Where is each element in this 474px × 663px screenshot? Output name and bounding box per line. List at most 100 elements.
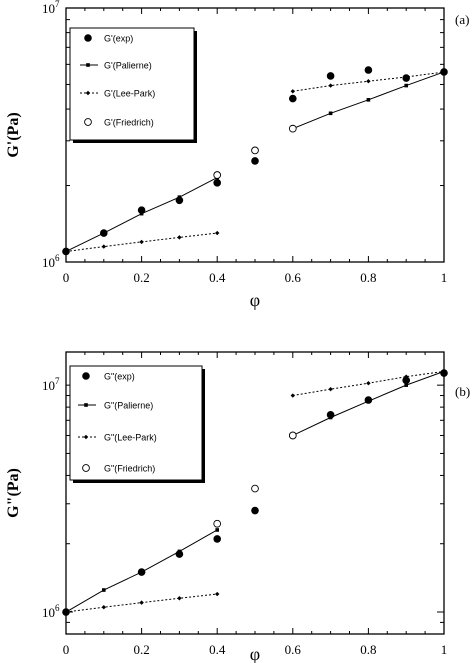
data-point [102,231,106,235]
x-tick-label: 1 [441,642,448,657]
series-2 [63,69,447,254]
data-point [85,90,91,96]
data-point [326,72,335,80]
data-point [251,146,259,155]
data-point [63,249,69,254]
y-tick-base: 10 [42,605,55,620]
data-point [328,111,333,116]
legend-entry: G'(Palierne) [104,61,152,71]
legend: G"(exp) G"(Palierne) G"(Lee-Park) G"(Friedr… [69,365,205,483]
data-point [177,596,182,601]
y-tick-base: 10 [42,1,55,16]
legend-entry: G'(exp) [104,34,133,44]
y-tick-exponent: 6 [55,253,60,263]
data-point [139,239,144,245]
data-point [290,393,295,398]
data-point [82,464,90,472]
data-point [441,69,447,75]
x-tick-label: 1 [441,270,448,285]
series-2 [63,369,447,615]
data-point [251,484,259,493]
data-point [215,528,219,532]
x-tick-label: 0.2 [133,642,149,657]
data-point [213,535,221,543]
data-point [102,588,106,592]
data-point [215,591,220,597]
data-point [139,600,144,605]
data-point [63,609,69,615]
x-tick-label: 0 [63,270,70,285]
data-point [177,235,182,240]
x-tick-label: 0.4 [209,642,226,657]
data-point [213,519,222,528]
data-point [366,79,371,84]
x-tick-label: 0.4 [209,270,226,285]
legend-entry: G"(Palierne) [104,401,153,411]
data-point [364,66,373,74]
data-point [177,195,182,199]
data-point [290,89,295,94]
x-tick-label: 0 [63,642,70,657]
data-point [251,506,259,515]
x-tick-label: 0.8 [360,642,376,657]
series-3 [213,124,297,179]
series-3 [213,431,297,528]
legend: G'(exp) G'(Palierne) G'(Lee-Park) G'(Friedr… [69,27,197,143]
data-point [366,381,371,386]
data-point [404,374,409,379]
legend-entry: G"(exp) [104,372,135,382]
data-point [441,369,447,374]
legend-entry: G'(Lee-Park) [104,89,155,99]
data-point [177,549,182,554]
data-point [83,434,89,440]
data-point [84,34,92,42]
data-point [404,383,408,387]
x-tick-label: 0.6 [285,270,302,285]
data-point [288,124,297,133]
y-tick-exponent: 7 [55,376,60,386]
y-tick-label: 107 [42,376,60,393]
data-point [84,118,92,126]
x-axis-label: φ [250,290,260,310]
y-tick-base: 10 [42,255,55,270]
data-point [366,98,371,102]
data-point [328,415,333,420]
chart-panel-1: 0 0.2 0.4 0.6 0.8 1106107G"(Pa)φ(b)G"(exp)G"(… [5,351,470,663]
data-point [288,431,297,440]
legend-box [69,365,203,481]
panel-label: (b) [455,384,470,399]
y-tick-exponent: 6 [55,603,60,613]
data-point [101,605,106,610]
data-point [213,171,222,179]
x-tick-label: 0.8 [360,270,376,285]
data-point [328,386,333,392]
x-tick-label: 0.6 [285,642,302,657]
legend-entry: G"(Lee-Park) [104,433,157,443]
data-point [404,74,409,80]
series-0 [62,66,448,256]
data-point [84,403,88,407]
data-point [404,83,408,88]
data-point [215,230,220,236]
data-point [139,570,144,574]
x-tick-label: 0.2 [133,270,149,285]
y-axis-label: G"(Pa) [5,468,22,518]
legend-entry: G'(Friedrich) [104,118,154,128]
data-point [289,94,297,103]
chart-panel-0: 0 0.2 0.4 0.6 0.8 1106107G'(Pa)φ(a)G'(exp)G'(… [5,0,469,310]
y-tick-exponent: 7 [55,0,60,9]
legend-entry: G"(Friedrich) [104,464,155,474]
y-tick-base: 10 [42,378,55,393]
data-point [402,376,411,385]
data-point [139,211,144,216]
x-axis-label: φ [250,644,260,663]
data-point [86,63,90,67]
data-point [366,399,371,403]
data-point [137,206,146,214]
data-point [101,244,106,249]
data-point [328,83,333,88]
y-tick-label: 107 [42,0,60,16]
data-point [251,157,259,165]
panel-label: (a) [455,12,469,27]
